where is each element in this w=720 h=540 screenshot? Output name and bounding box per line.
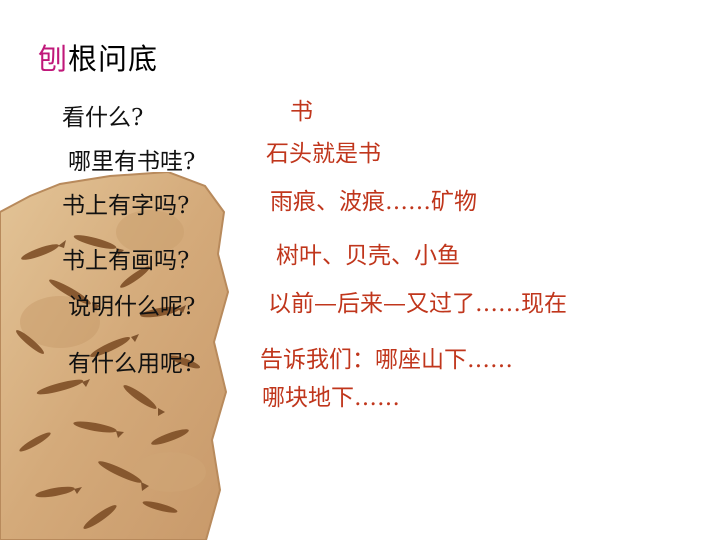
- answer-5: 以前—后来—又过了……现在: [268, 291, 567, 317]
- question-4: 书上有画吗?: [62, 248, 190, 274]
- slide-title: 刨根问底: [38, 36, 158, 78]
- answer-4: 树叶、贝壳、小鱼: [276, 243, 460, 269]
- answer-7: 哪块地下……: [262, 385, 400, 411]
- answer-6: 告诉我们：哪座山下……: [260, 347, 513, 373]
- question-6: 有什么用呢?: [68, 351, 196, 377]
- answer-1: 书: [290, 99, 313, 125]
- question-3: 书上有字吗?: [62, 193, 190, 219]
- question-2: 哪里有书哇?: [68, 149, 196, 175]
- title-rest: 根问底: [68, 42, 159, 76]
- title-accent-char: 刨: [38, 42, 69, 76]
- fish-fossil-image: [0, 172, 230, 540]
- question-1: 看什么?: [62, 105, 144, 131]
- answer-2: 石头就是书: [266, 141, 381, 167]
- answer-3: 雨痕、波痕……矿物: [270, 189, 477, 215]
- question-5: 说明什么呢?: [68, 294, 196, 320]
